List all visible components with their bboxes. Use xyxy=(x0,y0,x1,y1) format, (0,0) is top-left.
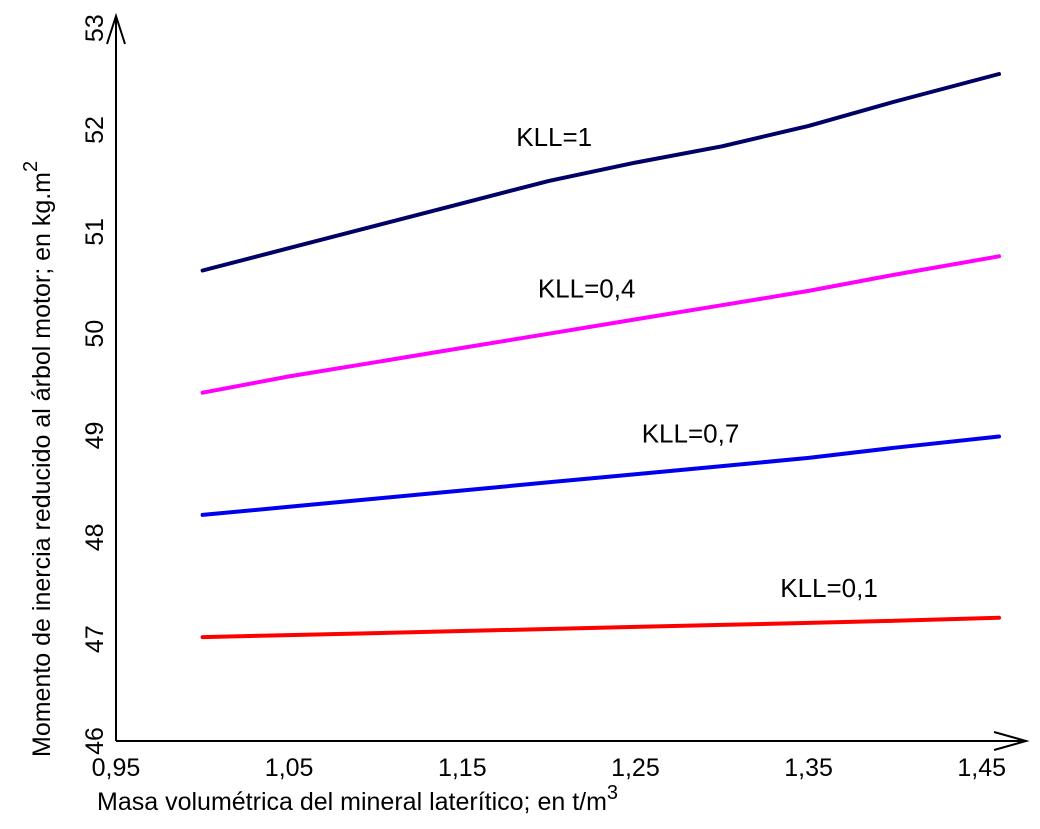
y-axis-arrow-icon xyxy=(106,12,126,45)
x-axis-arrow-icon xyxy=(993,731,1030,751)
axes xyxy=(106,12,1030,751)
series-label: KLL=0,4 xyxy=(538,273,636,303)
y-tick-label: 53 xyxy=(81,14,109,42)
series-line xyxy=(200,434,1001,517)
series-line xyxy=(200,615,1001,640)
x-axis-title: Masa volumétrica del mineral laterítico;… xyxy=(97,782,618,816)
y-tick-label: 51 xyxy=(81,218,109,246)
y-tick-label: 48 xyxy=(81,523,109,551)
y-tick-labels: 46 47 48 49 50 51 52 53 xyxy=(81,14,109,755)
series-label: KLL=0,1 xyxy=(780,573,878,603)
x-tick-label: 1,35 xyxy=(784,754,833,782)
series-label: KLL=1 xyxy=(516,122,592,152)
x-tick-label: 0,95 xyxy=(92,754,141,782)
x-tick-labels: 0,95 1,05 1,15 1,25 1,35 1,45 xyxy=(92,754,1006,782)
y-tick-label: 49 xyxy=(81,422,109,450)
y-axis-title-superscript: 2 xyxy=(20,161,42,172)
y-tick-label: 52 xyxy=(81,116,109,144)
y-tick-label: 47 xyxy=(81,625,109,653)
x-tick-label: 1,25 xyxy=(611,754,660,782)
y-axis-title-text: Momento de inercia reducido al árbol mot… xyxy=(28,172,56,757)
series-line xyxy=(200,72,1001,273)
series-label: KLL=0,7 xyxy=(642,418,740,448)
x-axis-title-superscript: 3 xyxy=(607,782,618,804)
x-axis-title-text: Masa volumétrica del mineral laterítico;… xyxy=(97,788,607,816)
series-labels: KLL=1 KLL=0,4 KLL=0,7 KLL=0,1 xyxy=(516,122,878,603)
series-lines xyxy=(200,72,1001,640)
y-tick-label: 46 xyxy=(81,727,109,755)
x-tick-label: 1,45 xyxy=(957,754,1006,782)
y-axis-title: Momento de inercia reducido al árbol mot… xyxy=(20,161,56,757)
x-tick-label: 1,15 xyxy=(438,754,487,782)
y-tick-label: 50 xyxy=(81,320,109,348)
x-tick-label: 1,05 xyxy=(265,754,314,782)
series-line xyxy=(200,254,1001,395)
